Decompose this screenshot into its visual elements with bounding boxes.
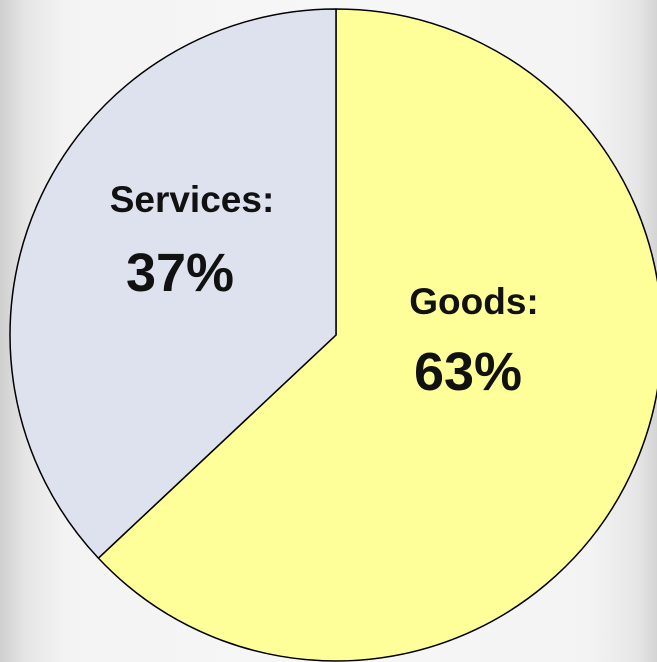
pie-slice-goods xyxy=(97,8,657,662)
pie-slices xyxy=(9,8,657,662)
pie-slice-services xyxy=(9,8,337,559)
services-label: Services: xyxy=(110,179,275,220)
goods-percent: 63% xyxy=(414,342,522,402)
services-percent: 37% xyxy=(126,243,234,303)
goods-label: Goods: xyxy=(409,281,538,322)
